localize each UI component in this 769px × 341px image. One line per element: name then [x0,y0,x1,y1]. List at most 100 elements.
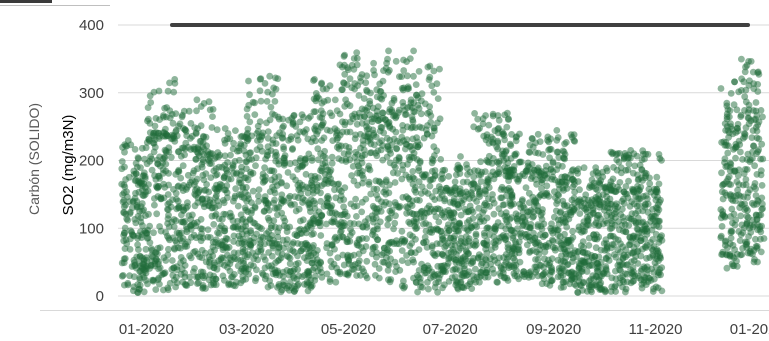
data-point [373,191,380,199]
data-point [459,178,467,186]
data-point [222,243,230,251]
data-point [603,167,611,175]
data-point [534,166,541,174]
data-point [134,289,142,296]
data-point [322,154,329,161]
data-point [259,179,267,186]
data-point [629,278,637,285]
data-point [565,269,573,277]
data-point [409,116,417,124]
data-point [154,193,162,200]
data-point [749,154,756,162]
data-point [738,87,745,94]
data-point [378,124,386,132]
data-point [520,204,528,212]
data-point [410,47,417,55]
data-point [725,142,732,150]
data-point [331,218,338,226]
data-point [546,281,554,289]
data-point [124,216,132,224]
data-point [133,202,141,209]
data-point [622,183,630,190]
data-point [479,115,487,123]
data-point [570,131,578,139]
data-point [136,252,144,260]
data-point [208,124,216,131]
data-point [544,133,552,141]
data-point [349,163,357,170]
data-point [310,230,317,238]
data-point [725,133,732,141]
data-point [595,178,603,186]
data-point [498,233,506,241]
data-point [172,217,180,225]
data-point [455,164,463,171]
data-point [270,217,278,225]
data-point [174,168,182,176]
data-point [759,155,767,163]
data-point [658,287,666,295]
data-point [279,236,287,244]
data-point [266,277,274,285]
data-point [622,288,629,296]
data-point [641,155,648,163]
data-point [621,150,629,157]
data-point [719,195,727,203]
data-point [275,256,283,264]
data-point [174,148,182,156]
data-point [353,120,361,128]
data-point [338,86,346,94]
data-point [348,172,355,179]
data-point [614,183,621,191]
data-point [267,103,275,111]
data-point [325,195,333,203]
data-point [318,212,325,220]
data-point [542,231,549,239]
data-point [727,192,734,200]
data-point [548,227,555,235]
data-point [165,211,172,219]
data-point [271,178,279,186]
data-point [505,177,512,185]
data-point [724,244,731,252]
data-point [310,214,317,222]
data-point [633,152,641,160]
data-point [143,229,151,237]
data-point [549,244,557,251]
data-point [480,239,487,247]
data-point [318,114,326,121]
data-point [353,202,361,210]
data-point [437,228,445,236]
data-point [412,215,420,223]
data-point [752,99,760,106]
data-point [437,262,445,270]
data-point [475,171,483,179]
data-point [510,254,517,262]
data-point [408,202,416,210]
data-point [144,187,152,195]
data-point [435,278,442,286]
data-point [654,204,661,212]
data-point [742,98,750,106]
data-point [545,193,553,200]
data-point [384,266,392,274]
data-point [295,226,303,234]
data-point [398,133,406,141]
data-point [757,235,764,243]
data-point [430,67,438,75]
data-point [526,271,534,279]
data-point [435,218,443,226]
data-point [540,270,548,278]
data-point [261,240,268,248]
data-point [425,202,433,210]
data-point [379,109,386,117]
data-point [407,96,415,104]
data-point [275,203,283,211]
data-point [221,161,229,169]
data-point [243,113,251,120]
data-point [612,151,620,158]
data-point [344,150,352,158]
data-point [239,235,247,243]
data-point [607,232,615,240]
data-point [430,273,437,281]
